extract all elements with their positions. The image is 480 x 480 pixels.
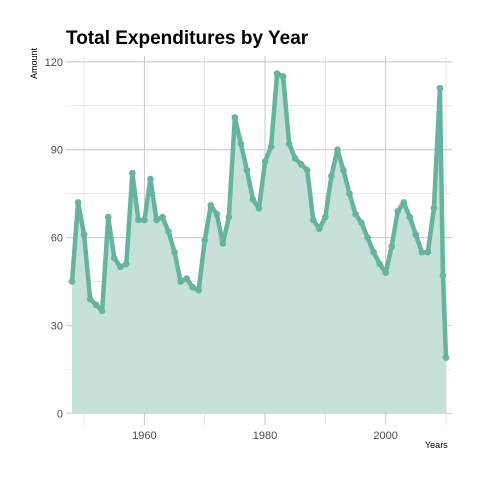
chart-title: Total Expenditures by Year (66, 28, 309, 49)
y-tick-label: 30 (51, 320, 63, 332)
data-point (439, 272, 447, 279)
data-point (80, 231, 88, 238)
data-point (231, 114, 239, 121)
y-tick-label: 120 (45, 57, 63, 69)
data-point (249, 196, 257, 203)
data-point (358, 219, 365, 227)
data-point (334, 146, 341, 154)
data-point (195, 286, 202, 294)
data-point (394, 207, 402, 215)
data-point (165, 228, 172, 236)
data-point (267, 143, 275, 151)
data-point (225, 213, 233, 221)
data-point (400, 199, 408, 206)
area-fill (72, 73, 446, 414)
data-point (98, 307, 106, 315)
data-point (388, 243, 395, 250)
data-point (189, 284, 196, 291)
data-point (406, 213, 414, 221)
data-point (273, 70, 281, 77)
x-tick-label: 2000 (373, 430, 397, 442)
area-layer (69, 71, 449, 414)
data-point (104, 213, 112, 221)
y-tick-label: 90 (51, 145, 63, 157)
tick-labels: 0 30 60 90 120 1960 1980 2000 (45, 57, 398, 442)
data-point (340, 166, 347, 174)
data-point (116, 263, 124, 271)
data-point (376, 260, 383, 268)
y-tick-label: 0 (57, 408, 63, 420)
data-point (74, 199, 82, 206)
data-point (219, 240, 227, 247)
data-point (68, 278, 76, 285)
data-point (135, 216, 142, 224)
data-point (86, 295, 94, 303)
data-point (285, 140, 293, 148)
data-point (279, 73, 287, 80)
data-point (328, 172, 335, 180)
y-axis-label: Amount (29, 47, 39, 79)
data-point (147, 175, 154, 183)
data-point (424, 248, 432, 256)
data-point (322, 213, 329, 221)
data-point (177, 278, 184, 285)
data-point (110, 254, 118, 262)
data-point (153, 216, 160, 224)
series-line (69, 71, 449, 360)
data-point (123, 260, 130, 268)
x-tick-label: 1960 (132, 430, 156, 442)
data-point (297, 161, 305, 168)
data-point (412, 231, 420, 238)
data-point (346, 190, 353, 197)
data-point (201, 237, 209, 244)
data-point (92, 301, 100, 309)
points-layer (68, 70, 450, 361)
data-point (442, 354, 450, 361)
data-point (183, 275, 190, 282)
data-point (436, 84, 444, 92)
x-tick-label: 1980 (253, 430, 277, 442)
y-tick-label: 60 (51, 233, 63, 245)
data-point (141, 216, 148, 224)
data-point (261, 158, 269, 165)
data-point (255, 204, 263, 212)
data-point (243, 166, 251, 174)
data-point (159, 213, 166, 221)
data-point (291, 155, 299, 162)
data-point (309, 216, 317, 224)
x-axis-label: Years (425, 440, 448, 450)
data-point (237, 140, 245, 148)
data-point (364, 234, 371, 241)
data-point (418, 248, 426, 256)
data-point (382, 269, 389, 277)
data-point (303, 166, 311, 174)
data-point (352, 210, 359, 218)
data-point (207, 202, 215, 209)
data-point (370, 248, 377, 256)
data-point (430, 204, 438, 212)
data-point (213, 210, 221, 218)
data-point (171, 248, 178, 256)
data-point (316, 225, 323, 233)
data-point (129, 169, 136, 177)
